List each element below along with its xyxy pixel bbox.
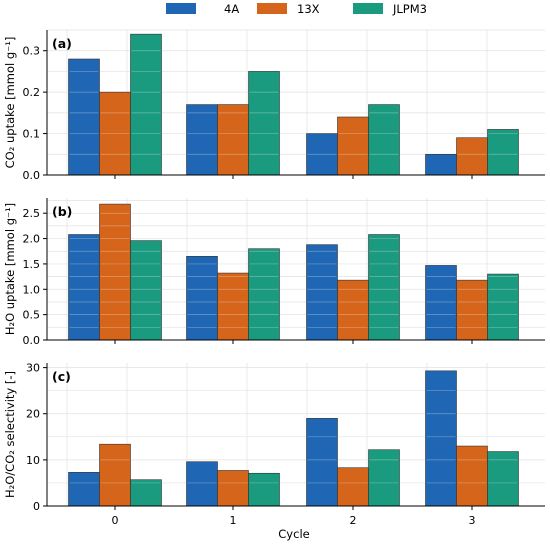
y-tick-label: 0.1 xyxy=(23,128,41,141)
y-tick-label: 0.0 xyxy=(23,334,41,347)
y-tick-label: 10 xyxy=(26,454,40,467)
y-tick-label: 0 xyxy=(33,500,40,513)
bar-4a-cycle-3 xyxy=(425,153,457,176)
legend-swatch-4a xyxy=(166,3,196,14)
y-axis-title: H₂O/CO₂ selectivity [-] xyxy=(3,371,17,498)
y-tick-label: 0.3 xyxy=(23,45,41,58)
bar-13x-cycle-2 xyxy=(337,467,369,507)
bar-jlpm3-cycle-1 xyxy=(248,248,280,341)
bar-4a-cycle-2 xyxy=(306,244,338,341)
bar-jlpm3-cycle-2 xyxy=(368,234,400,341)
bar-4a-cycle-1 xyxy=(186,256,218,341)
bar-13x-cycle-2 xyxy=(337,116,369,176)
x-tick-label: 2 xyxy=(350,514,357,527)
panel-label: (a) xyxy=(52,36,72,51)
bar-jlpm3-cycle-0 xyxy=(130,240,162,341)
bar-jlpm3-cycle-0 xyxy=(130,479,162,507)
legend-label-13x: 13X xyxy=(297,2,320,16)
bar-jlpm3-cycle-0 xyxy=(130,33,162,176)
bar-13x-cycle-0 xyxy=(99,203,131,341)
y-tick-label: 1.0 xyxy=(23,283,41,296)
panel-b: 0.0 0.5 1.0 1.5 2.0 2.5 (b) H₂O uptake [mmol g⁻… xyxy=(3,198,545,347)
y-tick-label: 0.2 xyxy=(23,86,41,99)
legend-label-jlpm3: JLPM3 xyxy=(392,2,427,16)
bar-jlpm3-cycle-2 xyxy=(368,104,400,176)
y-tick-label: 1.5 xyxy=(23,258,41,271)
panel-c: 0 10 20 30 0 1 2 3 (c) H₂O/CO₂ selectivity [-] xyxy=(3,362,545,527)
bar-13x-cycle-1 xyxy=(217,470,249,507)
y-tick-label: 0.5 xyxy=(23,309,41,322)
bar-4a-cycle-1 xyxy=(186,104,218,176)
y-tick-label: 20 xyxy=(26,408,40,421)
bar-13x-cycle-3 xyxy=(456,279,488,341)
bar-4a-cycle-0 xyxy=(68,472,100,507)
y-tick-label: 2.0 xyxy=(23,233,41,246)
bar-4a-cycle-0 xyxy=(68,234,100,341)
y-axis-title: H₂O uptake [mmol g⁻¹] xyxy=(3,203,17,335)
bar-4a-cycle-2 xyxy=(306,133,338,176)
x-axis-title: Cycle xyxy=(278,527,309,541)
legend-swatch-jlpm3 xyxy=(353,3,383,14)
bar-jlpm3-cycle-1 xyxy=(248,71,280,176)
bar-jlpm3-cycle-1 xyxy=(248,472,280,507)
panel-label: (c) xyxy=(52,369,71,384)
bar-jlpm3-cycle-3 xyxy=(487,451,519,507)
bar-13x-cycle-0 xyxy=(99,443,131,507)
legend-swatch-13x xyxy=(257,3,287,14)
bar-4a-cycle-0 xyxy=(68,58,100,176)
y-tick-label: 2.5 xyxy=(23,207,41,220)
y-tick-label: 30 xyxy=(26,362,40,375)
bar-13x-cycle-3 xyxy=(456,137,488,176)
bar-jlpm3-cycle-3 xyxy=(487,273,519,341)
legend: 4A 13X JLPM3 xyxy=(166,2,427,16)
x-tick-label: 1 xyxy=(230,514,237,527)
bar-13x-cycle-1 xyxy=(217,272,249,341)
bar-13x-cycle-3 xyxy=(456,445,488,507)
x-tick-label: 3 xyxy=(469,514,476,527)
bar-13x-cycle-1 xyxy=(217,104,249,176)
bar-4a-cycle-2 xyxy=(306,418,338,507)
legend-label-4a: 4A xyxy=(224,2,239,16)
y-tick-label: 0.0 xyxy=(23,169,41,182)
bar-4a-cycle-1 xyxy=(186,461,218,507)
panel-label: (b) xyxy=(52,204,72,219)
bar-jlpm3-cycle-3 xyxy=(487,129,519,176)
y-axis-title: CO₂ uptake [mmol g⁻¹] xyxy=(3,37,17,169)
bar-4a-cycle-3 xyxy=(425,265,457,341)
bar-4a-cycle-3 xyxy=(425,370,457,507)
x-tick-label: 0 xyxy=(112,514,119,527)
panel-a: 0.0 0.1 0.2 0.3 (a) CO₂ uptake [mmol g⁻¹] xyxy=(3,29,545,182)
bar-jlpm3-cycle-2 xyxy=(368,449,400,507)
